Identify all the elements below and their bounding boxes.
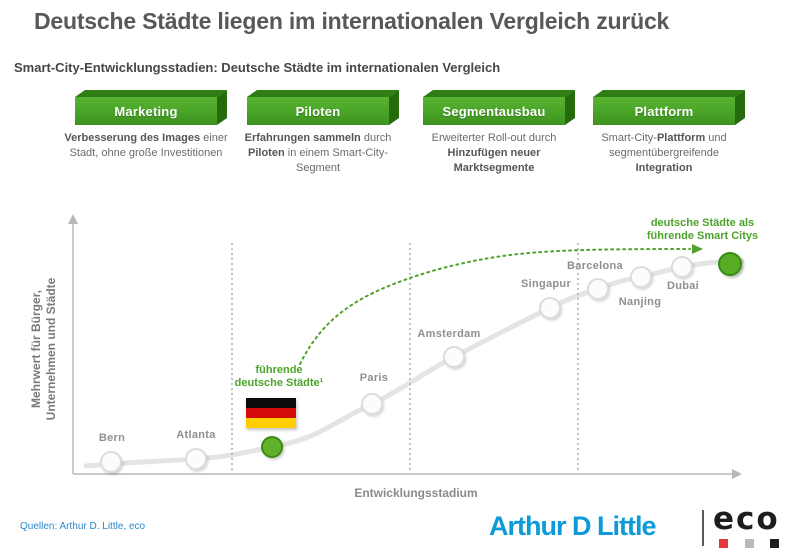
stage-box-label: Marketing (114, 103, 178, 119)
flag-stripe-black (246, 398, 296, 408)
city-label-atlanta: Atlanta (176, 429, 216, 441)
annotation-target: deutsche Städte als führende Smart Citys (630, 217, 775, 243)
x-axis-label: Entwicklungsstadium (354, 486, 478, 500)
stage-desc-segment: Smart-City- (601, 132, 657, 144)
german-flag-icon (246, 398, 296, 428)
target-arrow-curve (299, 248, 691, 365)
eco-dot-red (719, 539, 728, 548)
stage-box-plattform: Plattform (593, 97, 735, 125)
city-label-dubai: Dubai (666, 280, 700, 292)
city-point-dubai (671, 256, 693, 278)
stage-desc-segment: Hinzufügen neuer Marktsegmente (447, 147, 541, 174)
y-axis-label: Mehrwert für Bürger, Unternehmen und Stä… (29, 249, 59, 449)
eco-dot-gray (745, 539, 754, 548)
annotation-line: führende Smart Citys (646, 230, 759, 242)
page-title: Deutsche Städte liegen im internationale… (34, 8, 670, 34)
city-point-nanjing (630, 266, 652, 288)
stage-desc-plattform: Smart-City-Plattform und segmentübergrei… (580, 131, 748, 176)
chart-subtitle: Smart-City-Entwicklungsstadien: Deutsche… (14, 60, 501, 75)
city-point-bern (100, 451, 122, 473)
stage-desc-segment: Erfahrungen sammeln (244, 132, 361, 144)
city-point-amsterdam (443, 346, 465, 368)
logo-separator (702, 510, 704, 546)
city-label-nanjing: Nanjing (618, 296, 662, 308)
eco-dot-black (770, 539, 779, 548)
stage-desc-segment: in einem Smart-City-Segment (284, 147, 388, 174)
stage-desc-segment: einer Stadt, ohne große Investitionen (69, 132, 228, 159)
stage-box-label: Piloten (295, 103, 341, 119)
stage-box-label: Segmentausbau (442, 103, 546, 119)
city-point-singapur (539, 297, 561, 319)
stage-box-marketing: Marketing (75, 97, 217, 125)
stage-box-label: Plattform (634, 103, 694, 119)
annotation-current: führende deutsche Städte¹ (217, 364, 341, 390)
stage-desc-segment: Plattform (656, 132, 706, 144)
y-axis-arrow-icon (68, 214, 78, 224)
x-axis-arrow-icon (732, 469, 742, 479)
stage-desc-segment: Erweiterter Roll-out durch (431, 132, 557, 144)
annotation-line: führende (255, 364, 303, 376)
stage-desc-segment: Verbesserung des Images (64, 132, 201, 144)
stage-desc-piloten: Erfahrungen sammeln durch Piloten in ein… (234, 131, 402, 176)
flag-stripe-red (246, 408, 296, 418)
stage-desc-segment: und segmentübergreifende (608, 132, 727, 159)
city-label-paris: Paris (359, 372, 389, 384)
stage-box-piloten: Piloten (247, 97, 389, 125)
german-cities-point (261, 436, 283, 458)
stage-desc-marketing: Verbesserung des Images einer Stadt, ohn… (62, 131, 230, 161)
sources-note: Quellen: Arthur D. Little, eco (20, 521, 146, 532)
y-axis-label-line: Mehrwert für Bürger, (29, 289, 43, 409)
stage-desc-segmentausbau: Erweiterter Roll-out durch Hinzufügen ne… (410, 131, 578, 176)
city-point-barcelona (587, 278, 609, 300)
arthur-d-little-logo: Arthur D Little (489, 511, 656, 541)
city-point-atlanta (185, 448, 207, 470)
city-label-amsterdam: Amsterdam (417, 328, 481, 340)
stage-desc-segment: Piloten (248, 147, 285, 159)
target-arrow-head-icon (692, 244, 703, 254)
city-point-paris (361, 393, 383, 415)
stage-desc-segment: durch (360, 132, 392, 144)
city-label-bern: Bern (98, 432, 126, 444)
flag-stripe-gold (246, 418, 296, 428)
city-label-singapur: Singapur (520, 278, 572, 290)
annotation-line: deutsche Städte als (650, 217, 755, 229)
city-label-barcelona: Barcelona (567, 260, 623, 272)
stage-desc-segment: Integration (635, 162, 693, 174)
stage-box-segmentausbau: Segmentausbau (423, 97, 565, 125)
y-axis-label-line: Unternehmen und Städte (44, 277, 58, 421)
target-point (718, 252, 742, 276)
eco-logo: eco (713, 501, 780, 537)
annotation-line: deutsche Städte¹ (234, 377, 324, 389)
